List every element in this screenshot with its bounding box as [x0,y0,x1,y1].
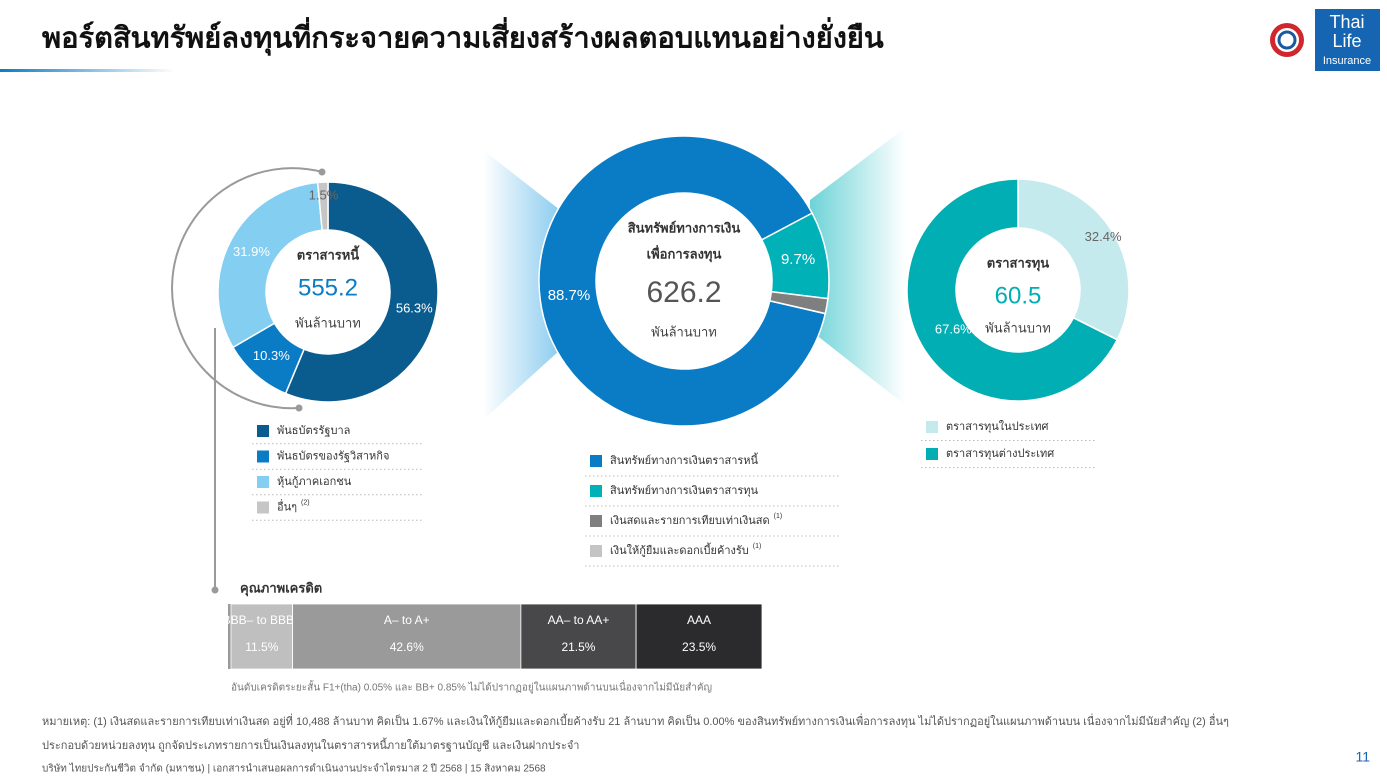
zoom-cone [483,150,560,420]
title-underline [0,69,175,72]
legend-label: หุ้นกู้ภาคเอกชน [277,476,352,488]
value-label: 10.3% [253,348,290,363]
logo-box [1315,9,1380,71]
value-label: 32.4% [1085,229,1122,244]
bracket-dot [318,168,326,176]
bar-edge [228,604,231,669]
center-title: เพื่อการลงทุน [647,244,722,262]
donut-slice [217,181,323,349]
logo-text: Insurance [1323,55,1371,67]
bar-segment [230,603,294,670]
value-label: 88.7% [548,287,591,304]
chart-note: อันดับเครดิตระยะสั้น F1+(tha) 0.05% และ … [231,680,712,694]
segment-label: AA– to AA+ [548,613,610,627]
donut-slice [1017,178,1130,341]
center-total: 555.2 [298,274,358,301]
center-unit: พันล้านบาท [985,320,1051,335]
bracket [171,167,326,594]
donut-slice [538,135,827,427]
center-total: 60.5 [995,282,1042,309]
legend-label: ตราสารทุนต่างประเทศ [946,448,1054,460]
legend-swatch [257,501,269,514]
logo: Thai Life Insurance [1270,9,1380,71]
value-label: 21.5% [561,640,595,654]
bar-segment [635,603,763,670]
center-title: ตราสารทุน [987,255,1050,271]
legend-label: สินทรัพย์ทางการเงินตราสารทุน [610,484,759,497]
legend-label: ตราสารทุนในประเทศ [946,420,1048,433]
donut-slice [316,181,329,232]
bar-segment [520,603,637,670]
segment-label: BBB– to BBB+ [223,613,301,627]
center-total: 626.2 [646,276,721,309]
legend-swatch [926,448,938,460]
value-label: 9.7% [781,251,815,268]
value-label: 31.9% [233,244,270,259]
legend-label: สินทรัพย์ทางการเงินตราสารหนี้ [610,452,759,467]
value-label: 1.5% [309,188,339,203]
segment-label: AAA [687,613,711,627]
value-label: 42.6% [390,640,424,654]
value-label: 67.6% [935,321,972,336]
donut-slice [906,178,1119,402]
zoom-cone [810,128,905,405]
legend-label: พันธบัตรรัฐบาล [277,425,350,437]
legend-swatch [926,421,938,433]
slide-title: พอร์ตสินทรัพย์ลงทุนที่กระจายความเสี่ยงสร… [42,17,884,56]
donut-slice [284,181,439,403]
bracket-dot [211,586,219,594]
legend-label: เงินให้กู้ยืมและดอกเบี้ยค้างรับ [610,542,749,557]
value-label: 11.5% [245,640,278,654]
legend-note: (2) [301,499,310,506]
legend-label: อื่นๆ [277,498,297,513]
center-title: สินทรัพย์ทางการเงิน [628,220,741,235]
segment-label: A– to A+ [384,613,430,627]
legend-swatch [590,455,602,467]
logo-text: Thai [1329,12,1364,32]
footnote: หมายเหตุ: (1) เงินสดและรายการเทียบเท่าเง… [42,713,1229,728]
center-unit: พันล้านบาท [651,324,717,339]
page-number: 11 [1355,749,1370,765]
legend-swatch [257,476,269,488]
footer: บริษัท ไทยประกันชีวิต จำกัด (มหาชน) | เอ… [42,763,546,775]
legend-label: พันธบัตรของรัฐวิสาหกิจ [277,450,389,462]
center-unit: พันล้านบาท [295,315,361,330]
donut-slice [769,300,826,315]
center-title: ตราสารหนี้ [297,244,360,262]
footnote: ประกอบด้วยหน่วยลงทุน ถูกจัดประเภทรายการเ… [42,737,579,752]
logo-emblem-mark [1277,30,1297,50]
value-label: 56.3% [396,301,433,316]
bracket-dot [295,404,303,412]
bracket-arc [171,167,323,410]
legend-swatch [590,515,602,527]
legend-swatch [590,545,602,557]
chart-title: คุณภาพเครดิต [240,580,322,596]
value-label: 23.5% [682,640,716,654]
legend-note: (1) [774,513,783,520]
legend-swatch [257,450,269,463]
legend-swatch [257,425,269,437]
legend-note: (1) [753,543,762,550]
legend-label: เงินสดและรายการเทียบเท่าเงินสด [610,514,770,527]
logo-text: Life [1332,31,1361,51]
legend-swatch [590,485,602,497]
